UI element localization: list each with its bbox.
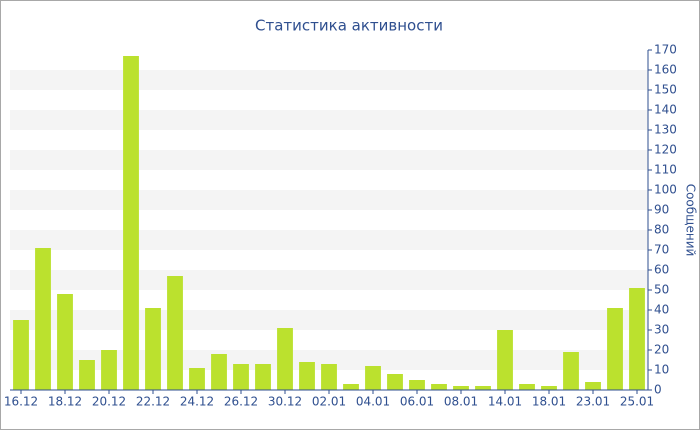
y-tick-label: 170 xyxy=(654,43,677,57)
x-tick-label: 04.01 xyxy=(356,395,390,409)
y-tick-label: 20 xyxy=(654,343,669,357)
x-tick-label: 24.12 xyxy=(180,395,214,409)
x-tick-label: 25.01 xyxy=(620,395,654,409)
x-tick-label: 26.12 xyxy=(224,395,258,409)
y-tick-label: 160 xyxy=(654,63,677,77)
y-tick-label: 10 xyxy=(654,363,669,377)
bar xyxy=(35,248,51,390)
y-tick-label: 0 xyxy=(654,383,662,397)
bar xyxy=(475,386,491,390)
bar xyxy=(519,384,535,390)
bar xyxy=(453,386,469,390)
grid-band xyxy=(10,310,648,330)
x-tick-label: 08.01 xyxy=(444,395,478,409)
y-tick-label: 120 xyxy=(654,143,677,157)
bar xyxy=(629,288,645,390)
bar xyxy=(211,354,227,390)
x-tick-label: 22.12 xyxy=(136,395,170,409)
bar xyxy=(277,328,293,390)
x-tick-label: 18.01 xyxy=(532,395,566,409)
bar xyxy=(57,294,73,390)
bar xyxy=(145,308,161,390)
y-tick-label: 130 xyxy=(654,123,677,137)
grid-band xyxy=(10,150,648,170)
bar xyxy=(299,362,315,390)
bar xyxy=(541,386,557,390)
bar xyxy=(123,56,139,390)
x-tick-label: 23.01 xyxy=(576,395,610,409)
grid-band xyxy=(10,110,648,130)
y-tick-label: 40 xyxy=(654,303,669,317)
grid-band xyxy=(10,270,648,290)
x-tick-label: 02.01 xyxy=(312,395,346,409)
y-tick-label: 70 xyxy=(654,243,669,257)
y-tick-label: 110 xyxy=(654,163,677,177)
x-tick-label: 16.12 xyxy=(4,395,38,409)
bar xyxy=(409,380,425,390)
x-tick-label: 06.01 xyxy=(400,395,434,409)
bar xyxy=(387,374,403,390)
chart-title: Статистика активности xyxy=(255,17,443,35)
bar xyxy=(13,320,29,390)
grid-band xyxy=(10,230,648,250)
y-tick-label: 50 xyxy=(654,283,669,297)
bar xyxy=(167,276,183,390)
bar xyxy=(343,384,359,390)
bar xyxy=(497,330,513,390)
x-tick-label: 14.01 xyxy=(488,395,522,409)
y-tick-label: 30 xyxy=(654,323,669,337)
plot xyxy=(13,56,645,390)
bar xyxy=(607,308,623,390)
bar xyxy=(585,382,601,390)
x-tick-label: 30.12 xyxy=(268,395,302,409)
grid xyxy=(10,70,648,370)
y-tick-label: 80 xyxy=(654,223,669,237)
bar xyxy=(431,384,447,390)
x-tick-label: 18.12 xyxy=(48,395,82,409)
grid-band xyxy=(10,70,648,90)
y-tick-label: 150 xyxy=(654,83,677,97)
bar xyxy=(255,364,271,390)
y-tick-label: 90 xyxy=(654,203,669,217)
bar xyxy=(321,364,337,390)
y-tick-label: 140 xyxy=(654,103,677,117)
grid-band xyxy=(10,190,648,210)
bar xyxy=(101,350,117,390)
bar xyxy=(365,366,381,390)
y-tick-label: 100 xyxy=(654,183,677,197)
y-axis-label: Сообщений xyxy=(684,184,698,257)
x-tick-label: 20.12 xyxy=(92,395,126,409)
bar xyxy=(563,352,579,390)
bar xyxy=(79,360,95,390)
bar xyxy=(189,368,205,390)
bar xyxy=(233,364,249,390)
y-tick-label: 60 xyxy=(654,263,669,277)
